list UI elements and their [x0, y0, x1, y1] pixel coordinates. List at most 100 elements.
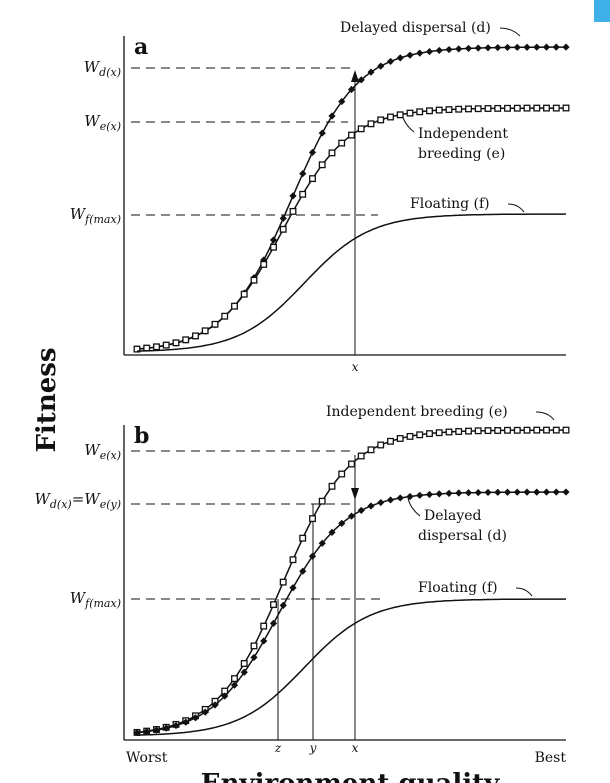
b-leader-indep — [535, 411, 555, 421]
panel-a-marker-d — [328, 112, 336, 120]
panel-a-marker-d — [347, 85, 356, 94]
panel-a-marker-e — [279, 225, 287, 233]
panel-b-marker-e — [387, 437, 394, 445]
panel-b-marker-e — [289, 556, 297, 564]
b-ylabel-wdx-wey: Wd(x)=We(y) — [34, 490, 121, 511]
panel-a-curve-f — [136, 213, 567, 352]
panel-b-marker-d — [240, 668, 248, 676]
a-label-indep-1: Independent — [418, 126, 508, 142]
panel-b-marker-e — [348, 460, 355, 468]
panel-a-marker-d — [308, 148, 317, 157]
b-tick-y: y — [309, 741, 317, 755]
panel-a-marker-e — [513, 104, 521, 112]
panel-b-marker-d — [455, 489, 463, 497]
panel-a-marker-d — [503, 43, 512, 52]
panel-b-marker-e — [435, 429, 443, 437]
panel-a-marker-d — [464, 44, 473, 53]
b-ylabel-wex: We(x) — [84, 441, 121, 462]
panel-b-marker-d — [299, 567, 307, 575]
panel-a-marker-e — [455, 105, 463, 113]
panel-b-marker-d — [289, 584, 297, 592]
panel-a-marker-d — [562, 43, 570, 51]
a-label-indep-2: breeding (e) — [418, 146, 505, 162]
y-axis-title: Fitness — [32, 347, 62, 452]
panel-a-marker-d — [279, 214, 287, 222]
b-leader-floating — [515, 587, 533, 597]
a-arrow-head — [351, 70, 359, 82]
panel-b-marker-e — [562, 426, 570, 434]
b-tick-x: x — [352, 741, 359, 755]
b-label-delayed-1: Delayed — [424, 508, 482, 524]
panel-b-marker-e — [513, 426, 521, 434]
panel-b-marker-d — [484, 488, 492, 497]
panel-b-marker-e — [240, 660, 248, 667]
panel-a-marker-e — [465, 105, 472, 113]
b-tick-best: Best — [535, 750, 567, 766]
panel-a-marker-d — [533, 43, 541, 51]
panel-a-marker-d — [299, 170, 307, 178]
panel-b-marker-d — [143, 727, 151, 736]
panel-a-marker-e — [211, 320, 219, 328]
panel-b-marker-e — [338, 470, 346, 478]
panel-a-marker-e — [357, 125, 365, 133]
panel-b-marker-d — [542, 488, 551, 496]
a-tick-x: x — [352, 360, 359, 374]
panel-a-marker-e — [153, 343, 160, 351]
panel-b-curve-e — [136, 429, 566, 734]
panel-a-label: a — [134, 34, 148, 60]
panel-a-marker-e — [533, 104, 541, 112]
panel-a-marker-e — [299, 190, 307, 198]
panel-b-marker-d — [308, 552, 317, 560]
panel-a-marker-e — [494, 104, 502, 112]
panel-b-marker-d — [347, 512, 356, 520]
panel-a-marker-d — [367, 68, 375, 76]
panel-b-curve-f — [136, 598, 567, 736]
panel-a-marker-d — [425, 47, 434, 56]
panel-a-marker-e — [543, 104, 550, 112]
panel-a-marker-e — [474, 105, 482, 113]
panel-a-marker-d — [338, 97, 346, 106]
panel-a-marker-d — [318, 129, 326, 137]
panel-b-marker-d — [552, 488, 560, 496]
panel-a-marker-e — [387, 113, 394, 121]
panel-a-marker-d — [435, 46, 443, 55]
a-ylabel-wex: We(x) — [84, 112, 121, 133]
a-leader-indep — [401, 113, 415, 133]
panel-b-marker-e — [250, 642, 258, 650]
panel-b-marker-e — [318, 497, 326, 505]
panel-a-marker-e — [338, 139, 346, 147]
panel-b-marker-d — [513, 488, 521, 496]
panel-b-marker-e — [455, 428, 463, 435]
a-ylabel-wfmax: Wf(max) — [70, 205, 121, 226]
panel-a-marker-e — [250, 276, 258, 284]
panel-b-marker-d — [435, 490, 443, 498]
panel-a-marker-d — [269, 236, 278, 244]
panel-a-marker-e — [328, 149, 336, 157]
panel-b-marker-e — [367, 446, 375, 454]
panel-b-marker-d — [338, 519, 346, 527]
panel-b-marker-d — [211, 701, 219, 709]
panel-b-marker-d — [182, 718, 190, 726]
panel-b-marker-d — [396, 494, 404, 502]
a-leader-floating — [507, 203, 525, 213]
panel-b-marker-e — [309, 515, 316, 523]
a-ylabel-wdx: Wd(x) — [84, 58, 121, 79]
panel-b-marker-e — [504, 426, 511, 434]
panel-b-marker-d — [191, 714, 200, 722]
panel-b-marker-e — [416, 431, 424, 439]
panel-b-marker-d — [406, 492, 414, 501]
b-tick-worst: Worst — [126, 750, 168, 766]
panel-a-marker-e — [289, 207, 297, 215]
panel-a-marker-d — [289, 192, 297, 200]
panel-a-marker-e — [201, 327, 209, 335]
panel-b-marker-e — [377, 441, 385, 449]
panel-a-marker-e — [318, 161, 326, 169]
panel-b-marker-d — [357, 506, 365, 515]
panel-a-marker-e — [221, 312, 229, 320]
panel-a-marker-e — [523, 104, 531, 112]
panel-b-marker-e — [299, 534, 307, 542]
panel-a-marker-e — [172, 339, 180, 347]
panel-a-marker-e — [162, 341, 170, 349]
panel-a-marker-e — [396, 111, 404, 119]
